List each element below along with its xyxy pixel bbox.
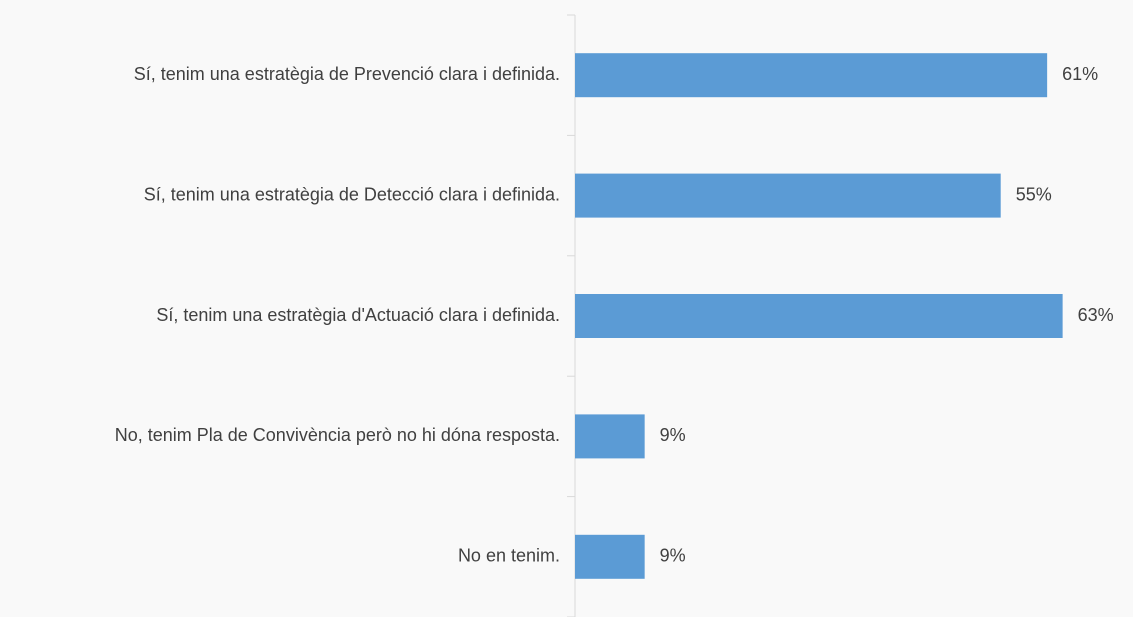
category-label: No en tenim. [458,546,560,566]
category-label: No, tenim Pla de Convivència però no hi … [115,425,560,445]
bar [575,294,1063,338]
bar [575,173,1001,218]
category-label: Sí, tenim una estratègia d'Actuació clar… [156,305,560,325]
bar [575,534,645,579]
data-label: 61% [1062,64,1098,84]
data-label: 55% [1016,184,1052,204]
data-label: 63% [1078,305,1114,325]
bar [575,53,1048,98]
bar [575,414,645,459]
data-label: 9% [660,425,686,445]
data-label: 9% [660,546,686,566]
category-label: Sí, tenim una estratègia de Prevenció cl… [134,64,560,84]
category-label: Sí, tenim una estratègia de Detecció cla… [144,184,560,204]
